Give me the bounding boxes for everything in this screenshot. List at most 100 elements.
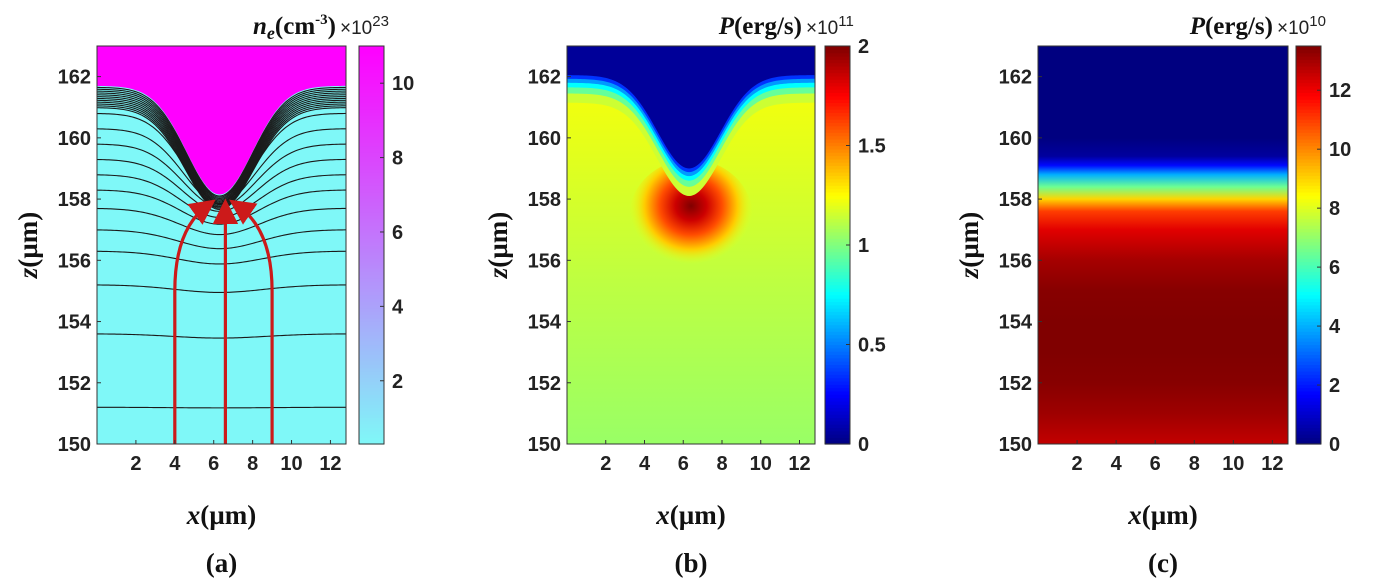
- colorbar-segment: [1296, 337, 1321, 342]
- colorbar-segment: [359, 69, 384, 74]
- colorbar-segment: [825, 181, 850, 186]
- colorbar-segment: [1296, 168, 1321, 173]
- colorbar-segment: [825, 99, 850, 103]
- colorbar-segment: [1296, 308, 1321, 312]
- colorbar-segment: [1296, 361, 1321, 365]
- colorbar-segment: [825, 142, 850, 147]
- y-tick-label: 154: [58, 312, 92, 334]
- colorbar-segment: [825, 162, 850, 166]
- colorbar-segment: [1296, 311, 1321, 316]
- colorbar-segment: [825, 308, 850, 312]
- field-gradient: [1038, 46, 1288, 444]
- colorbar-segment: [825, 59, 850, 64]
- colorbar-segment: [359, 172, 384, 176]
- colorbar-segment: [359, 380, 384, 385]
- colorbar-segment: [825, 191, 850, 196]
- colorbar-segment: [1296, 118, 1321, 123]
- colorbar-segment: [1296, 251, 1321, 256]
- colorbar-segment: [825, 122, 850, 127]
- colorbar-segment: [825, 264, 850, 269]
- colorbar-segment: [825, 371, 850, 375]
- y-tick-label: 160: [58, 128, 91, 150]
- colorbar-segment: [1296, 304, 1321, 309]
- colorbar-segment: [825, 334, 850, 339]
- colorbar-segment: [1296, 254, 1321, 259]
- colorbar-segment: [825, 347, 850, 352]
- colorbar-segment: [1296, 85, 1321, 90]
- colorbar-segment: [359, 235, 384, 239]
- colorbar-segment: [825, 92, 850, 97]
- colorbar-segment: [1296, 387, 1321, 392]
- colorbar-segment: [825, 195, 850, 200]
- colorbar-segment: [359, 59, 384, 64]
- y-tick-label: 158: [528, 189, 561, 211]
- colorbar-segment: [825, 218, 850, 223]
- colorbar-segment: [359, 420, 384, 425]
- colorbar-segment: [1296, 99, 1321, 103]
- colorbar-segment: [1296, 241, 1321, 246]
- colorbar-segment: [1296, 397, 1321, 402]
- colorbar-segment: [359, 211, 384, 216]
- colorbar-frame: [358, 45, 385, 445]
- colorbar-segment: [1296, 268, 1321, 273]
- colorbar-segment: [359, 132, 384, 137]
- y-tick-label: 156: [999, 250, 1032, 272]
- colorbar-multiplier-exp: 11: [838, 13, 854, 30]
- colorbar-segment: [359, 281, 384, 286]
- x-tick-label: 12: [1261, 453, 1283, 475]
- colorbar-segment: [825, 65, 850, 70]
- colorbar-segment: [825, 148, 850, 153]
- colorbar-segment: [825, 301, 850, 306]
- x-tick-label: 6: [678, 453, 689, 475]
- colorbar-segment: [825, 274, 850, 279]
- colorbar-segment: [825, 357, 850, 362]
- colorbar-segment: [825, 165, 850, 170]
- colorbar-segment: [825, 112, 850, 117]
- colorbar-segment: [1296, 371, 1321, 375]
- colorbar-segment: [825, 394, 850, 399]
- colorbar-segment: [359, 178, 384, 183]
- colorbar-segment: [1296, 208, 1321, 213]
- colorbar-segment: [825, 414, 850, 419]
- colorbar-segment: [359, 284, 384, 289]
- colorbar-segment: [825, 291, 850, 296]
- colorbar-segment: [825, 205, 850, 210]
- colorbar-segment: [359, 198, 384, 203]
- colorbar-multiplier: ×1023: [340, 13, 389, 39]
- y-tick-label: 156: [58, 250, 91, 272]
- colorbar-segment: [825, 79, 850, 84]
- colorbar-segment: [825, 82, 850, 87]
- colorbar-title-unit: (erg/s): [1205, 13, 1273, 40]
- colorbar-segment: [359, 75, 384, 80]
- y-tick-label: 154: [528, 312, 562, 334]
- colorbar-tick-label: 6: [1329, 257, 1340, 279]
- plot-frame: [1037, 45, 1289, 445]
- colorbar-segment: [359, 218, 384, 223]
- y-axis-label: z(µm): [954, 212, 984, 280]
- y-tick-label: 160: [528, 128, 561, 150]
- colorbar-segment: [1296, 95, 1321, 100]
- colorbar-segment: [825, 351, 850, 356]
- colorbar-segment: [1296, 188, 1321, 193]
- colorbar-segment: [825, 225, 850, 230]
- colorbar-tick-label: 0: [858, 434, 869, 456]
- colorbar-segment: [825, 188, 850, 193]
- colorbar-segment: [825, 132, 850, 137]
- colorbar-segment: [1296, 148, 1321, 153]
- colorbar-segment: [1296, 351, 1321, 356]
- colorbar-segment: [1296, 294, 1321, 299]
- red-arrow: [173, 199, 216, 444]
- y-axis-var: z: [954, 267, 984, 279]
- x-tick-label: 6: [208, 453, 219, 475]
- colorbar-segment: [825, 354, 850, 359]
- colorbar-segment: [1296, 155, 1321, 160]
- colorbar-segment: [825, 62, 850, 67]
- colorbar-segment: [1296, 301, 1321, 306]
- y-axis-label: z(µm): [483, 212, 513, 280]
- colorbar-segment: [1296, 424, 1321, 429]
- colorbar-segment: [825, 324, 850, 329]
- colorbar-tick-label: 8: [392, 148, 403, 170]
- colorbar-tick-label: 10: [1329, 139, 1351, 161]
- colorbar-segment: [1296, 89, 1321, 94]
- colorbar-segment: [825, 437, 850, 442]
